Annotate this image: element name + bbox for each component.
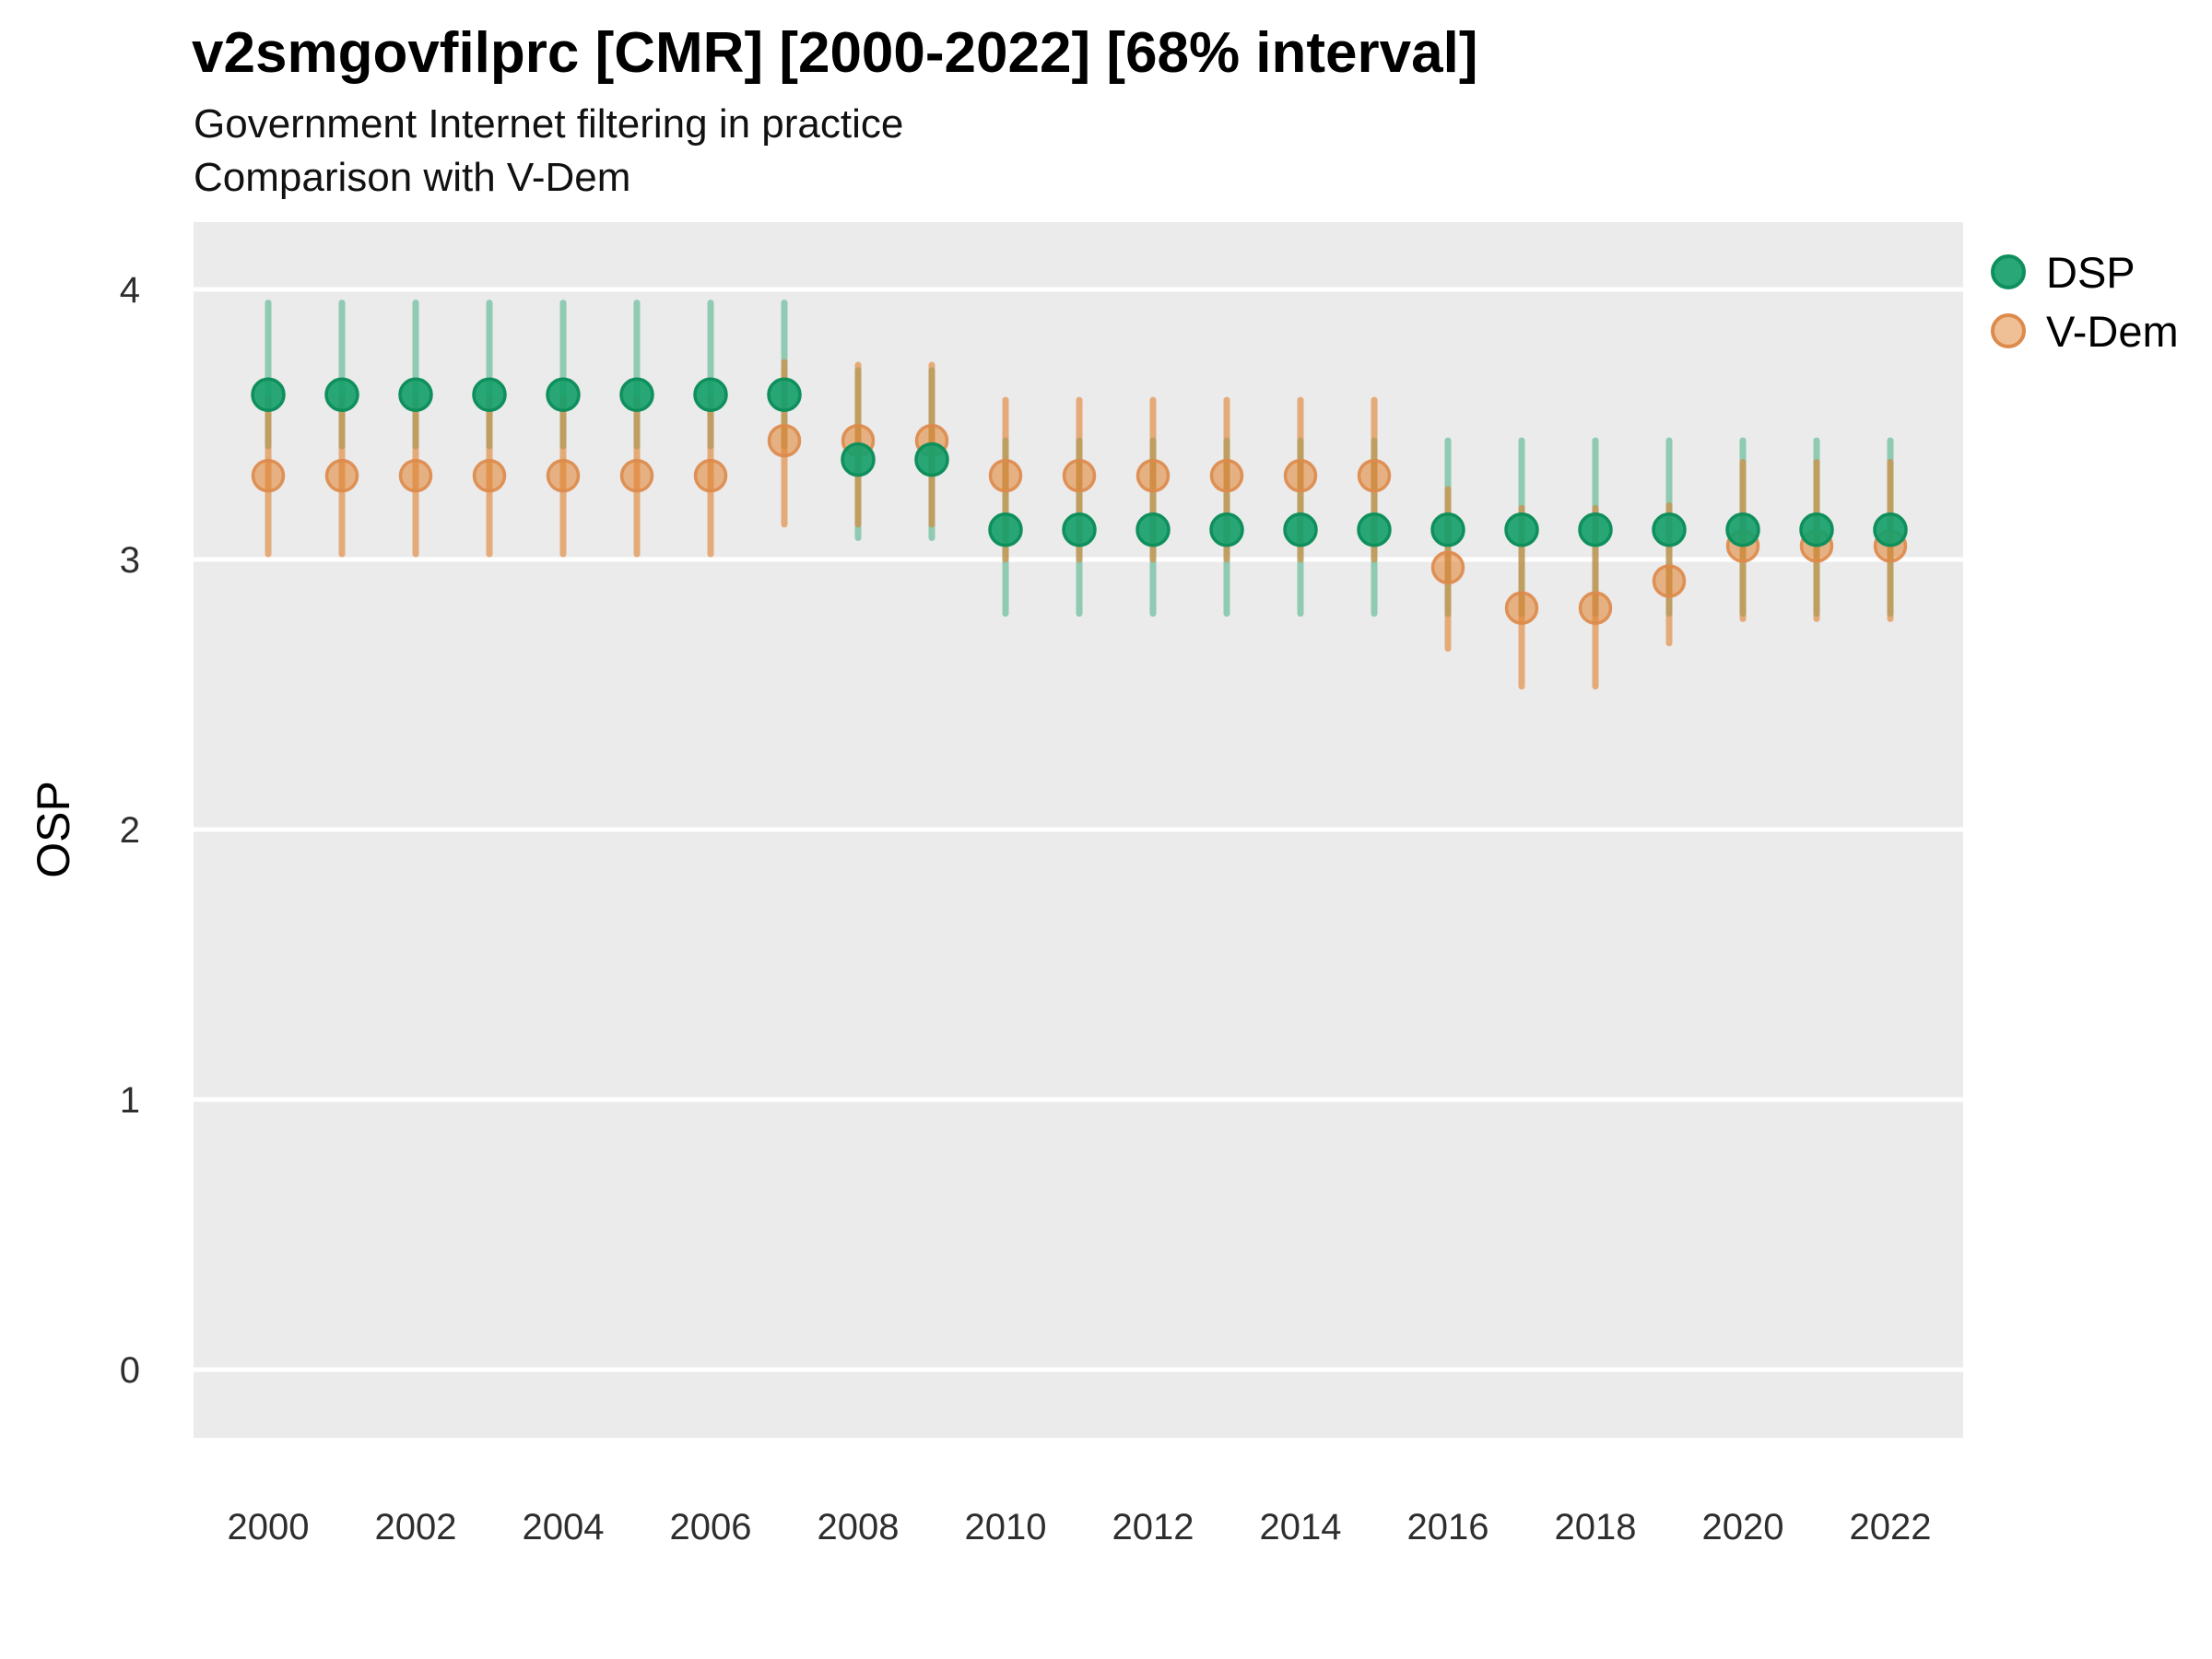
dsp-data-point bbox=[619, 377, 654, 413]
vdem-data-point bbox=[546, 458, 581, 493]
vdem-data-point bbox=[251, 458, 286, 493]
dsp-data-point bbox=[1283, 512, 1318, 547]
dsp-data-point bbox=[914, 441, 949, 477]
dsp-data-point bbox=[693, 377, 728, 413]
dsp-data-point bbox=[1873, 512, 1908, 547]
dsp-data-point bbox=[1430, 512, 1465, 547]
vdem-data-point bbox=[1504, 591, 1539, 625]
dsp-data-point bbox=[398, 377, 433, 413]
x-tick-label: 2000 bbox=[228, 1507, 310, 1547]
x-tick-label: 2006 bbox=[670, 1507, 752, 1547]
vdem-data-point bbox=[619, 458, 654, 493]
x-tick-label: 2008 bbox=[818, 1507, 900, 1547]
y-tick-label: 3 bbox=[120, 540, 140, 581]
vdem-data-point bbox=[1062, 458, 1097, 493]
vdem-data-point bbox=[1283, 458, 1318, 493]
dsp-data-point bbox=[1135, 512, 1171, 547]
dsp-data-point bbox=[472, 377, 507, 413]
vdem-point-icon bbox=[1991, 313, 2026, 348]
dsp-data-point bbox=[1209, 512, 1244, 547]
dsp-data-point bbox=[1799, 512, 1834, 547]
vdem-data-point bbox=[988, 458, 1023, 493]
x-tick-label: 2016 bbox=[1407, 1507, 1489, 1547]
vdem-data-point bbox=[398, 458, 433, 493]
vdem-data-point bbox=[1135, 458, 1171, 493]
x-tick-label: 2018 bbox=[1555, 1507, 1637, 1547]
dsp-data-point bbox=[1504, 512, 1539, 547]
y-tick-label: 2 bbox=[120, 810, 140, 851]
x-tick-label: 2014 bbox=[1260, 1507, 1342, 1547]
dsp-data-point bbox=[251, 377, 286, 413]
vdem-data-point bbox=[1209, 458, 1244, 493]
chart-title: v2smgovfilprc [CMR] [2000-2022] [68% int… bbox=[192, 21, 1478, 85]
dsp-data-point bbox=[324, 377, 359, 413]
vdem-data-point bbox=[472, 458, 507, 493]
legend: DSP V-Dem bbox=[1991, 245, 2179, 358]
dsp-data-point bbox=[1357, 512, 1392, 547]
vdem-data-point bbox=[324, 458, 359, 493]
x-tick-label: 2020 bbox=[1702, 1507, 1784, 1547]
legend-item-vdem: V-Dem bbox=[1991, 304, 2179, 358]
chart-subtitle: Government Internet filtering in practic… bbox=[194, 101, 904, 147]
legend-label-vdem: V-Dem bbox=[2046, 306, 2179, 356]
x-tick-label: 2010 bbox=[965, 1507, 1047, 1547]
dsp-data-point bbox=[1652, 512, 1687, 547]
vdem-data-point bbox=[1652, 564, 1687, 598]
vdem-data-point bbox=[1430, 550, 1465, 585]
legend-label-dsp: DSP bbox=[2046, 247, 2136, 297]
y-tick-label: 0 bbox=[120, 1350, 140, 1391]
dsp-data-point bbox=[546, 377, 581, 413]
vdem-data-point bbox=[693, 458, 728, 493]
chart-subtitle-comparison: Comparison with V-Dem bbox=[194, 155, 631, 200]
x-tick-label: 2022 bbox=[1850, 1507, 1932, 1547]
x-tick-label: 2012 bbox=[1112, 1507, 1194, 1547]
dsp-data-point bbox=[1725, 512, 1760, 547]
dsp-data-point bbox=[767, 377, 802, 413]
dsp-data-point bbox=[1062, 512, 1097, 547]
dsp-data-point bbox=[841, 441, 876, 477]
vdem-data-point bbox=[767, 423, 802, 458]
dsp-point-icon bbox=[1991, 254, 2026, 289]
x-tick-label: 2002 bbox=[375, 1507, 457, 1547]
vdem-data-point bbox=[1357, 458, 1392, 493]
dsp-data-point bbox=[1578, 512, 1613, 547]
y-tick-label: 1 bbox=[120, 1080, 140, 1121]
y-tick-label: 4 bbox=[120, 270, 140, 311]
vdem-data-point bbox=[1578, 591, 1613, 625]
dsp-data-point bbox=[988, 512, 1023, 547]
x-tick-label: 2004 bbox=[523, 1507, 605, 1547]
legend-item-dsp: DSP bbox=[1991, 245, 2179, 299]
